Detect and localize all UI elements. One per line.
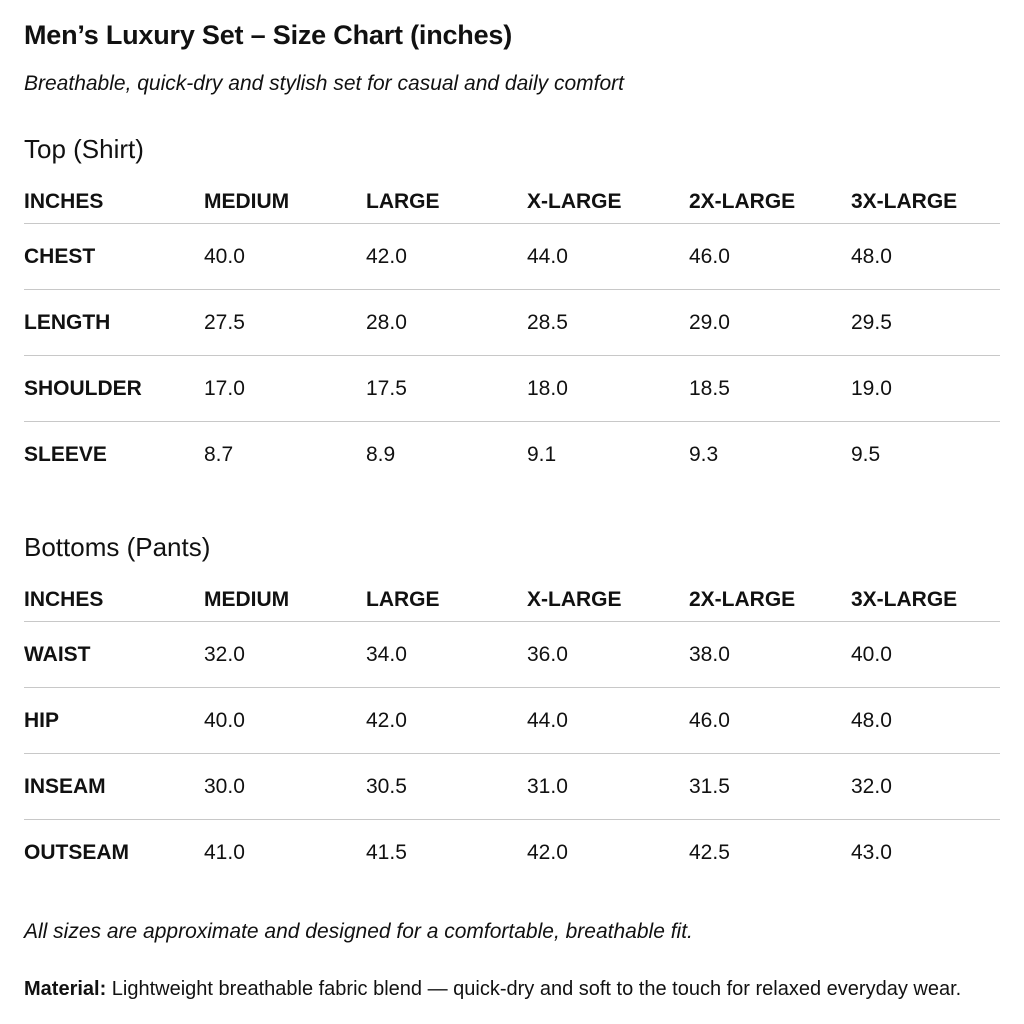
column-header: INCHES bbox=[24, 587, 104, 611]
table-cell: 36.0 bbox=[527, 642, 568, 666]
row-label: SHOULDER bbox=[24, 376, 142, 400]
column-header: MEDIUM bbox=[204, 587, 290, 611]
table-cell: 32.0 bbox=[204, 642, 245, 666]
bottom-size-table: INCHES MEDIUM LARGE X-LARGE 2X-LARGE 3X-LARGE… bbox=[24, 578, 1000, 885]
table-cell: 18.5 bbox=[689, 376, 730, 400]
table-cell: 8.7 bbox=[204, 442, 234, 466]
row-label: WAIST bbox=[24, 642, 91, 666]
table-cell: 28.5 bbox=[527, 310, 568, 334]
table-cell: 41.0 bbox=[204, 840, 245, 864]
page-title: Men’s Luxury Set – Size Chart (inches) bbox=[24, 20, 513, 50]
row-label: INSEAM bbox=[24, 774, 106, 798]
table-row: SLEEVE 8.7 8.9 9.1 9.3 9.5 bbox=[24, 421, 1000, 487]
table-header-row: INCHES MEDIUM LARGE X-LARGE 2X-LARGE 3X-LARGE bbox=[24, 180, 1000, 223]
row-label: HIP bbox=[24, 708, 60, 732]
table-cell: 30.0 bbox=[204, 774, 245, 798]
table-cell: 42.0 bbox=[366, 708, 407, 732]
table-cell: 40.0 bbox=[851, 642, 892, 666]
column-header: X-LARGE bbox=[527, 189, 622, 213]
table-cell: 32.0 bbox=[851, 774, 892, 798]
table-cell: 38.0 bbox=[689, 642, 730, 666]
row-label: SLEEVE bbox=[24, 442, 107, 466]
page-subtitle: Breathable, quick-dry and stylish set fo… bbox=[24, 72, 624, 95]
material-text: Lightweight breathable fabric blend — qu… bbox=[106, 978, 962, 1000]
row-label: LENGTH bbox=[24, 310, 111, 334]
top-size-table: INCHES MEDIUM LARGE X-LARGE 2X-LARGE 3X-LARGE… bbox=[24, 180, 1000, 487]
table-cell: 29.0 bbox=[689, 310, 730, 334]
table-cell: 17.5 bbox=[366, 376, 407, 400]
table-cell: 31.5 bbox=[689, 774, 730, 798]
table-cell: 18.0 bbox=[527, 376, 568, 400]
column-header: 2X-LARGE bbox=[689, 587, 796, 611]
table-cell: 17.0 bbox=[204, 376, 245, 400]
table-cell: 41.5 bbox=[366, 840, 407, 864]
table-cell: 44.0 bbox=[527, 708, 568, 732]
column-header: 3X-LARGE bbox=[851, 189, 958, 213]
table-cell: 9.1 bbox=[527, 442, 557, 466]
table-cell: 9.3 bbox=[689, 442, 719, 466]
table-cell: 31.0 bbox=[527, 774, 568, 798]
table-cell: 42.5 bbox=[689, 840, 730, 864]
table-header-row: INCHES MEDIUM LARGE X-LARGE 2X-LARGE 3X-LARGE bbox=[24, 578, 1000, 621]
table-cell: 8.9 bbox=[366, 442, 396, 466]
table-row: SHOULDER 17.0 17.5 18.0 18.5 19.0 bbox=[24, 355, 1000, 421]
table-cell: 30.5 bbox=[366, 774, 407, 798]
bottom-section-heading: Bottoms (Pants) bbox=[24, 532, 211, 562]
column-header: X-LARGE bbox=[527, 587, 622, 611]
table-cell: 40.0 bbox=[204, 244, 245, 268]
table-row: WAIST 32.0 34.0 36.0 38.0 40.0 bbox=[24, 621, 1000, 687]
table-cell: 29.5 bbox=[851, 310, 892, 334]
table-cell: 42.0 bbox=[527, 840, 568, 864]
table-cell: 42.0 bbox=[366, 244, 407, 268]
row-label: CHEST bbox=[24, 244, 96, 268]
material-label: Material: bbox=[24, 978, 107, 1000]
column-header: LARGE bbox=[366, 189, 440, 213]
table-row: INSEAM 30.0 30.5 31.0 31.5 32.0 bbox=[24, 753, 1000, 819]
table-cell: 46.0 bbox=[689, 244, 730, 268]
table-row: OUTSEAM 41.0 41.5 42.0 42.5 43.0 bbox=[24, 819, 1000, 885]
table-cell: 43.0 bbox=[851, 840, 892, 864]
table-cell: 48.0 bbox=[851, 244, 892, 268]
top-section-heading: Top (Shirt) bbox=[24, 134, 144, 164]
material-line: Material: Lightweight breathable fabric … bbox=[24, 978, 961, 1001]
column-header: INCHES bbox=[24, 189, 104, 213]
table-cell: 44.0 bbox=[527, 244, 568, 268]
column-header: 2X-LARGE bbox=[689, 189, 796, 213]
column-header: LARGE bbox=[366, 587, 440, 611]
column-header: MEDIUM bbox=[204, 189, 290, 213]
sizing-note: All sizes are approximate and designed f… bbox=[24, 920, 693, 943]
table-cell: 48.0 bbox=[851, 708, 892, 732]
table-cell: 40.0 bbox=[204, 708, 245, 732]
table-cell: 46.0 bbox=[689, 708, 730, 732]
table-cell: 9.5 bbox=[851, 442, 881, 466]
table-row: LENGTH 27.5 28.0 28.5 29.0 29.5 bbox=[24, 289, 1000, 355]
table-cell: 19.0 bbox=[851, 376, 892, 400]
table-cell: 28.0 bbox=[366, 310, 407, 334]
row-label: OUTSEAM bbox=[24, 840, 129, 864]
column-header: 3X-LARGE bbox=[851, 587, 958, 611]
table-cell: 34.0 bbox=[366, 642, 407, 666]
table-row: CHEST 40.0 42.0 44.0 46.0 48.0 bbox=[24, 223, 1000, 289]
table-cell: 27.5 bbox=[204, 310, 245, 334]
table-row: HIP 40.0 42.0 44.0 46.0 48.0 bbox=[24, 687, 1000, 753]
